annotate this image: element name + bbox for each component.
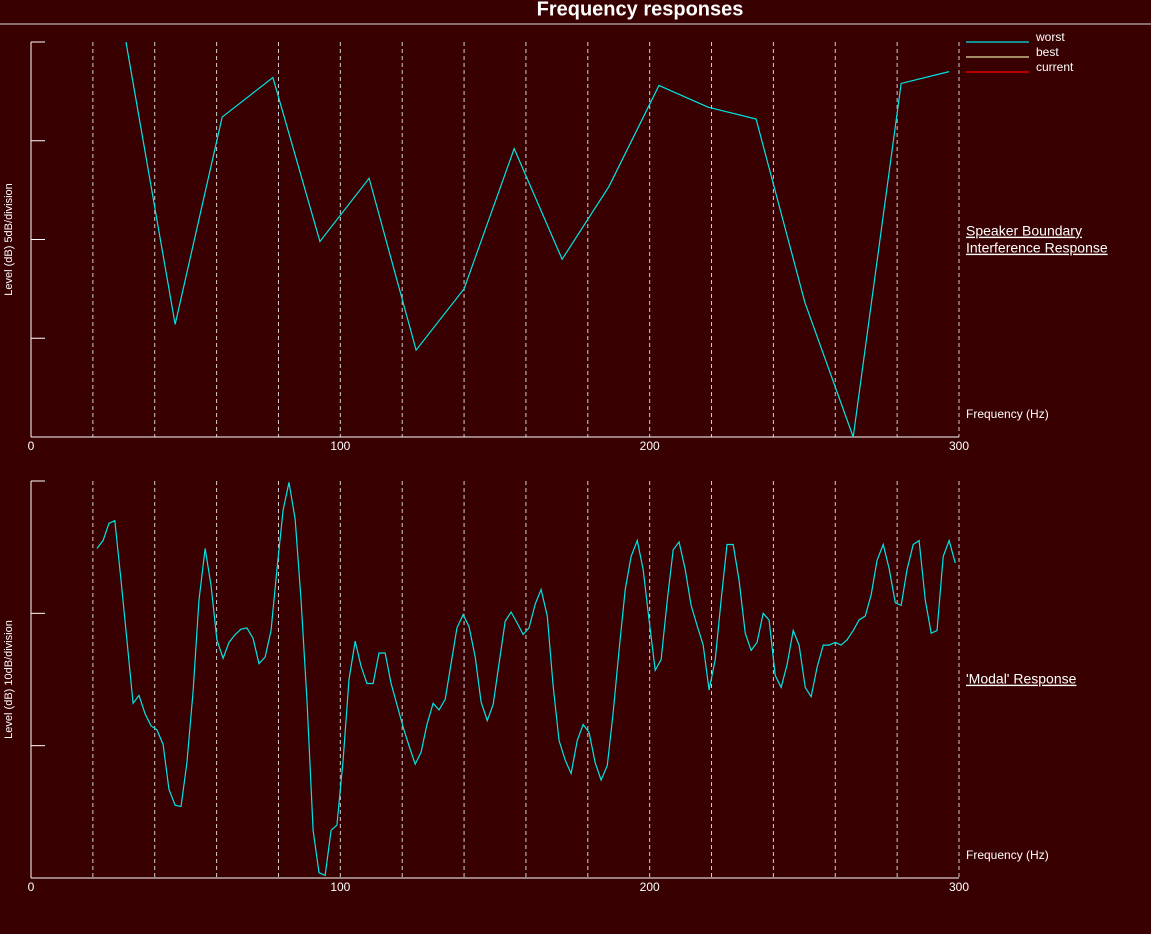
x-tick-label: 100 — [330, 880, 350, 894]
x-axis-label: Frequency (Hz) — [966, 848, 1049, 862]
x-tick-label: 100 — [330, 439, 350, 453]
data-line — [125, 41, 950, 438]
side-label[interactable]: Interference Response — [966, 240, 1108, 256]
x-tick-label: 300 — [949, 880, 969, 894]
y-axis-label: Level (dB) 10dB/division — [3, 620, 15, 739]
page-title: Frequency responses — [537, 0, 744, 20]
x-tick-label: 200 — [640, 439, 660, 453]
x-axis-label: Frequency (Hz) — [966, 407, 1049, 421]
y-axis-label: Level (dB) 5dB/division — [3, 183, 15, 296]
x-tick-label: 200 — [640, 880, 660, 894]
legend-label: best — [1036, 45, 1059, 59]
data-line — [96, 482, 956, 877]
x-tick-label: 0 — [28, 880, 35, 894]
legend-label: current — [1036, 60, 1074, 74]
x-tick-label: 0 — [28, 439, 35, 453]
legend-label: worst — [1035, 30, 1065, 44]
x-tick-label: 300 — [949, 439, 969, 453]
side-label[interactable]: 'Modal' Response — [966, 671, 1077, 687]
side-label[interactable]: Speaker Boundary — [966, 223, 1082, 239]
